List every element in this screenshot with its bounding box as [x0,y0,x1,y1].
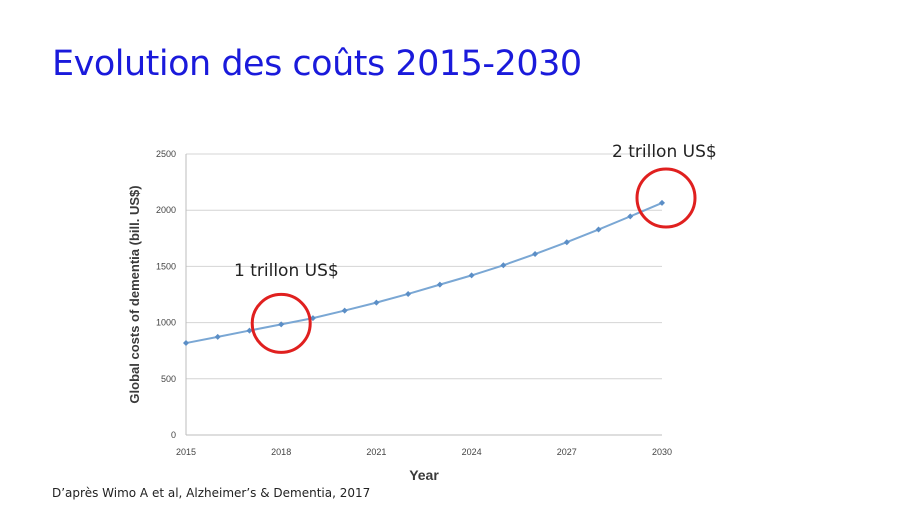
x-tick-label-2018: 2018 [271,447,291,457]
data-point-2027 [563,239,570,246]
data-point-2029 [627,213,634,220]
series-points [183,199,665,347]
data-point-2024 [468,272,475,279]
data-point-2017 [246,327,253,334]
x-tick-label-2027: 2027 [557,447,577,457]
grid-lines [186,153,662,380]
annotation-circle-1-trillion [250,292,312,354]
y-tick-label-1500: 1500 [156,261,176,271]
data-point-2023 [436,281,443,288]
x-axis-title: Year [409,467,439,483]
data-point-2022 [405,290,412,297]
data-point-2025 [500,262,507,269]
tick-labels: 0 500 1000 1500 2000 2500 2015 2018 2021 2024 2027… [156,149,672,457]
data-point-2016 [214,333,221,340]
data-point-2018 [278,321,285,328]
y-tick-label-2000: 2000 [156,205,176,215]
annotation-label-1-trillion: 1 trillon US$ [234,261,339,281]
x-tick-label-2021: 2021 [366,447,386,457]
y-axis-title: Global costs of dementia (bill. US$) [127,185,142,403]
y-tick-label-500: 500 [161,374,176,384]
data-point-2028 [595,226,602,233]
x-tick-label-2030: 2030 [652,447,672,457]
y-tick-label-1000: 1000 [156,318,176,328]
series-line-path [185,201,663,345]
annotations: 1 trillon US$ 2 trillon US$ [234,142,717,354]
source-citation: D’après Wimo A et al, Alzheimer’s & Deme… [52,486,371,500]
axes [185,154,662,436]
data-point-2026 [532,251,539,258]
y-tick-label-0: 0 [171,430,176,440]
data-point-2030 [659,199,665,206]
data-point-2015 [183,340,189,347]
series-line [185,201,663,345]
y-tick-label-2500: 2500 [156,149,176,159]
annotation-circle-2-trillion [635,167,697,229]
x-tick-label-2024: 2024 [462,447,482,457]
data-point-2021 [373,299,380,306]
slide-title: Evolution des coûts 2015-2030 [52,44,582,84]
annotation-label-2-trillion: 2 trillon US$ [612,142,717,162]
data-point-2020 [341,307,348,314]
x-tick-label-2015: 2015 [176,447,196,457]
